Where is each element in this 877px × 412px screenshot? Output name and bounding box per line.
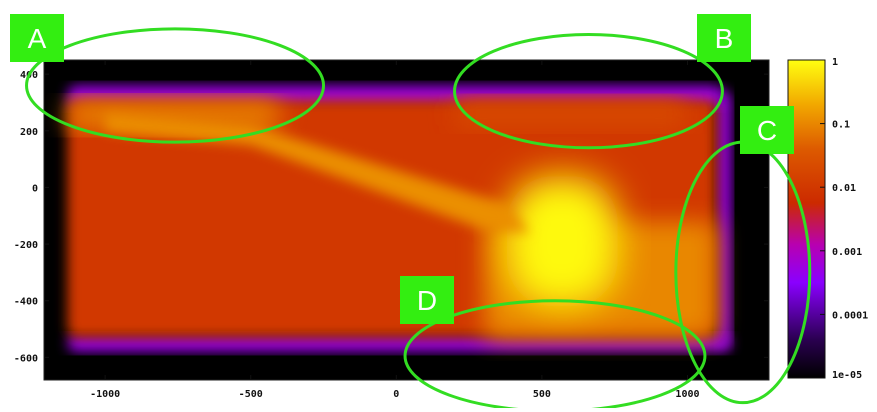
colorbar: 1 0.1 0.01 0.001 0.0001 1e-05 [787,57,868,381]
heat-region-hot-spot [506,176,618,307]
annotation-label-c: C [757,115,777,146]
y-tick-label: 0 [32,183,38,194]
x-tick-label: 1000 [675,389,699,400]
annotation-label-a: A [28,23,47,54]
heat-ridge [105,113,531,233]
annotation-label-b: B [715,23,734,54]
colorbar-tick-label: 0.001 [832,247,862,258]
annotation-box-d [400,276,454,324]
heatmap-layer [67,85,732,352]
plot-frame [43,59,770,381]
annotation-ellipse-b [453,33,724,150]
y-tick-label: -600 [14,353,38,364]
colorbar-tick-label: 0.01 [832,183,856,194]
colorbar-tick-label: 1 [832,57,838,68]
x-tick-label: -1000 [90,389,120,400]
y-tick-label: -400 [14,297,38,308]
heat-region-top-right-strip [454,99,688,128]
annotation-box-a [10,14,64,62]
y-tick-label: -200 [14,240,38,251]
annotation-ellipse-a [25,27,326,144]
x-axis: -1000 -500 0 500 1000 [90,60,700,400]
annotation-box-b [697,14,751,62]
colorbar-tick-label: 1e-05 [832,370,862,381]
annotation-label-d: D [417,285,437,316]
y-tick-label: 200 [20,127,38,138]
annotation-box-c [740,106,794,154]
colorbar-tick-label: 0.1 [832,120,850,131]
x-tick-label: -500 [239,389,263,400]
x-tick-label: 0 [393,389,399,400]
heat-region-lower-band [67,334,732,352]
colorbar-tick-label: 0.0001 [832,310,868,321]
heat-region-right-band [716,91,732,347]
colorbar-gradient [787,59,826,379]
plot-area [44,60,769,380]
x-tick-label: 500 [533,389,551,400]
colorbar-ticks: 1 0.1 0.01 0.001 0.0001 1e-05 [820,57,868,381]
